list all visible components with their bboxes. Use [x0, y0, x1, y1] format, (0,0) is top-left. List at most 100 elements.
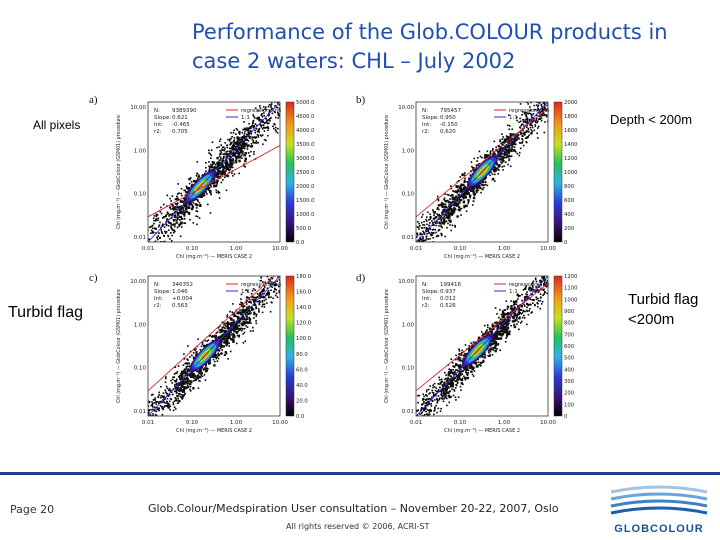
regression-line [416, 282, 548, 392]
globcolour-logo: GLOBCOLOUR [610, 485, 708, 535]
regression-line [416, 107, 548, 218]
footer-divider [0, 472, 720, 475]
panel-letter-b: b) [356, 94, 366, 106]
y-axis-label: Chl (mg.m⁻³) — GlobColour (GSM01) proced… [116, 289, 122, 403]
stat-n-value: 795457 [440, 108, 461, 114]
y-tick-label: 10.00 [130, 279, 146, 285]
stat-r2-value: 0.705 [172, 129, 188, 135]
stat-r2-label: r2: [422, 129, 430, 135]
colorbar-tick-label: 200 [564, 391, 575, 397]
colorbar-tick-label: 4500.0 [296, 114, 315, 120]
x-tick-label: 0.10 [186, 420, 199, 426]
colorbar-tick-label: 1400 [564, 142, 578, 148]
stat-int-label: Int: [422, 296, 431, 302]
slide-title-line-2: case 2 waters: CHL – July 2002 [192, 49, 516, 73]
y-tick-label: 0.01 [134, 235, 146, 241]
panel-letter-d: d) [356, 272, 366, 284]
y-tick-label: 1.00 [402, 148, 415, 154]
colorbar-tick-label: 0.0 [296, 240, 305, 246]
colorbar-tick-label: 300 [564, 379, 575, 385]
legend-regression: regression line [241, 282, 282, 288]
colorbar-tick-label: 0.0 [296, 414, 305, 420]
y-tick-label: 1.00 [134, 148, 147, 154]
colorbar-tick-label: 800 [564, 321, 575, 327]
colorbar-tick-label: 1000 [564, 297, 578, 303]
colorbar [553, 101, 563, 243]
one-to-one-line [416, 276, 548, 416]
colorbar-tick-label: 3500.0 [296, 142, 315, 148]
stat-slope-label: Slope: [154, 289, 171, 295]
x-tick-label: 0.01 [410, 246, 422, 252]
colorbar-tick-label: 0 [564, 414, 568, 420]
colorbar-tick-label: 40.0 [296, 383, 308, 389]
y-tick-label: 10.00 [130, 105, 146, 111]
x-tick-label: 0.01 [410, 420, 422, 426]
x-tick-label: 10.00 [540, 420, 556, 426]
panel-letter-c: c) [89, 272, 98, 284]
colorbar-tick-label: 0 [564, 240, 568, 246]
colorbar [553, 275, 563, 417]
colorbar-tick-label: 120.0 [296, 321, 312, 327]
colorbar-tick-label: 140.0 [296, 305, 312, 311]
panel-letter-a: a) [89, 94, 98, 106]
stat-int-value: 0.012 [440, 296, 456, 302]
y-tick-label: 0.01 [134, 409, 146, 415]
stat-slope-value: 0.950 [440, 115, 456, 121]
label-turbid-depth: Turbid flag <200m [628, 290, 698, 330]
footer-event: Glob.Colour/Medspiration User consultati… [148, 502, 559, 515]
colorbar-tick-label: 20.0 [296, 398, 308, 404]
stat-n-label: N: [154, 108, 160, 114]
footer-page-number: Page 20 [10, 503, 55, 516]
stat-n-label: N: [422, 282, 428, 288]
stat-r2-value: 0.526 [440, 303, 456, 309]
legend-one-to-one: 1:1 [241, 289, 250, 295]
colorbar-tick-label: 800 [564, 184, 575, 190]
legend-one-to-one: 1:1 [509, 289, 518, 295]
stat-int-label: Int: [154, 296, 163, 302]
colorbar-tick-label: 700 [564, 332, 575, 338]
label-turbid-depth-line-1: Turbid flag [628, 291, 699, 308]
x-axis-label: Chl (mg.m⁻³) — MERIS CASE 2 [444, 254, 520, 260]
x-tick-label: 10.00 [540, 246, 556, 252]
slide-title-line-1: Performance of the Glob.COLOUR products … [192, 20, 668, 44]
one-to-one-line [148, 276, 280, 416]
legend-one-to-one: 1:1 [509, 115, 518, 121]
colorbar-tick-label: 5000.0 [296, 100, 315, 106]
colorbar-tick-label: 4000.0 [296, 128, 315, 134]
colorbar-tick-label: 180.0 [296, 274, 312, 280]
x-tick-label: 0.10 [454, 420, 467, 426]
colorbar-tick-label: 500 [564, 356, 575, 362]
stat-int-value: -0.150 [440, 122, 458, 128]
x-axis-label: Chl (mg.m⁻³) — MERIS CASE 2 [176, 254, 252, 260]
x-tick-label: 10.00 [272, 420, 288, 426]
slide-title: Performance of the Glob.COLOUR products … [192, 18, 712, 76]
stat-int-value: +0.004 [172, 296, 193, 302]
stat-n-value: 199416 [440, 282, 461, 288]
y-tick-label: 10.00 [398, 105, 414, 111]
colorbar-tick-label: 1200 [564, 274, 578, 280]
footer-rights: All rights reserved © 2006, ACRI-ST [286, 522, 430, 531]
y-tick-label: 1.00 [402, 322, 415, 328]
colorbar-tick-label: 60.0 [296, 367, 308, 373]
colorbar-tick-label: 100 [564, 402, 575, 408]
svg-text:GLOBCOLOUR: GLOBCOLOUR [614, 523, 703, 535]
colorbar-tick-label: 100.0 [296, 336, 312, 342]
label-all-pixels: All pixels [33, 118, 81, 132]
colorbar-tick-label: 400 [564, 367, 575, 373]
colorbar [285, 101, 295, 243]
stat-slope-value: 0.621 [172, 115, 188, 121]
stat-slope-label: Slope: [422, 115, 439, 121]
y-tick-label: 1.00 [134, 322, 147, 328]
x-tick-label: 1.00 [230, 246, 243, 252]
colorbar-tick-label: 1100 [564, 286, 578, 292]
colorbar-tick-label: 2500.0 [296, 170, 315, 176]
x-tick-label: 1.00 [498, 420, 511, 426]
colorbar-tick-label: 1600 [564, 128, 578, 134]
y-axis-label: Chl (mg.m⁻³) — GlobColour (GSM01) proced… [384, 115, 390, 229]
colorbar [285, 275, 295, 417]
stat-r2-value: 0.563 [172, 303, 188, 309]
stat-r2-label: r2: [154, 303, 162, 309]
y-axis-label: Chl (mg.m⁻³) — GlobColour (GSM01) proced… [384, 289, 390, 403]
